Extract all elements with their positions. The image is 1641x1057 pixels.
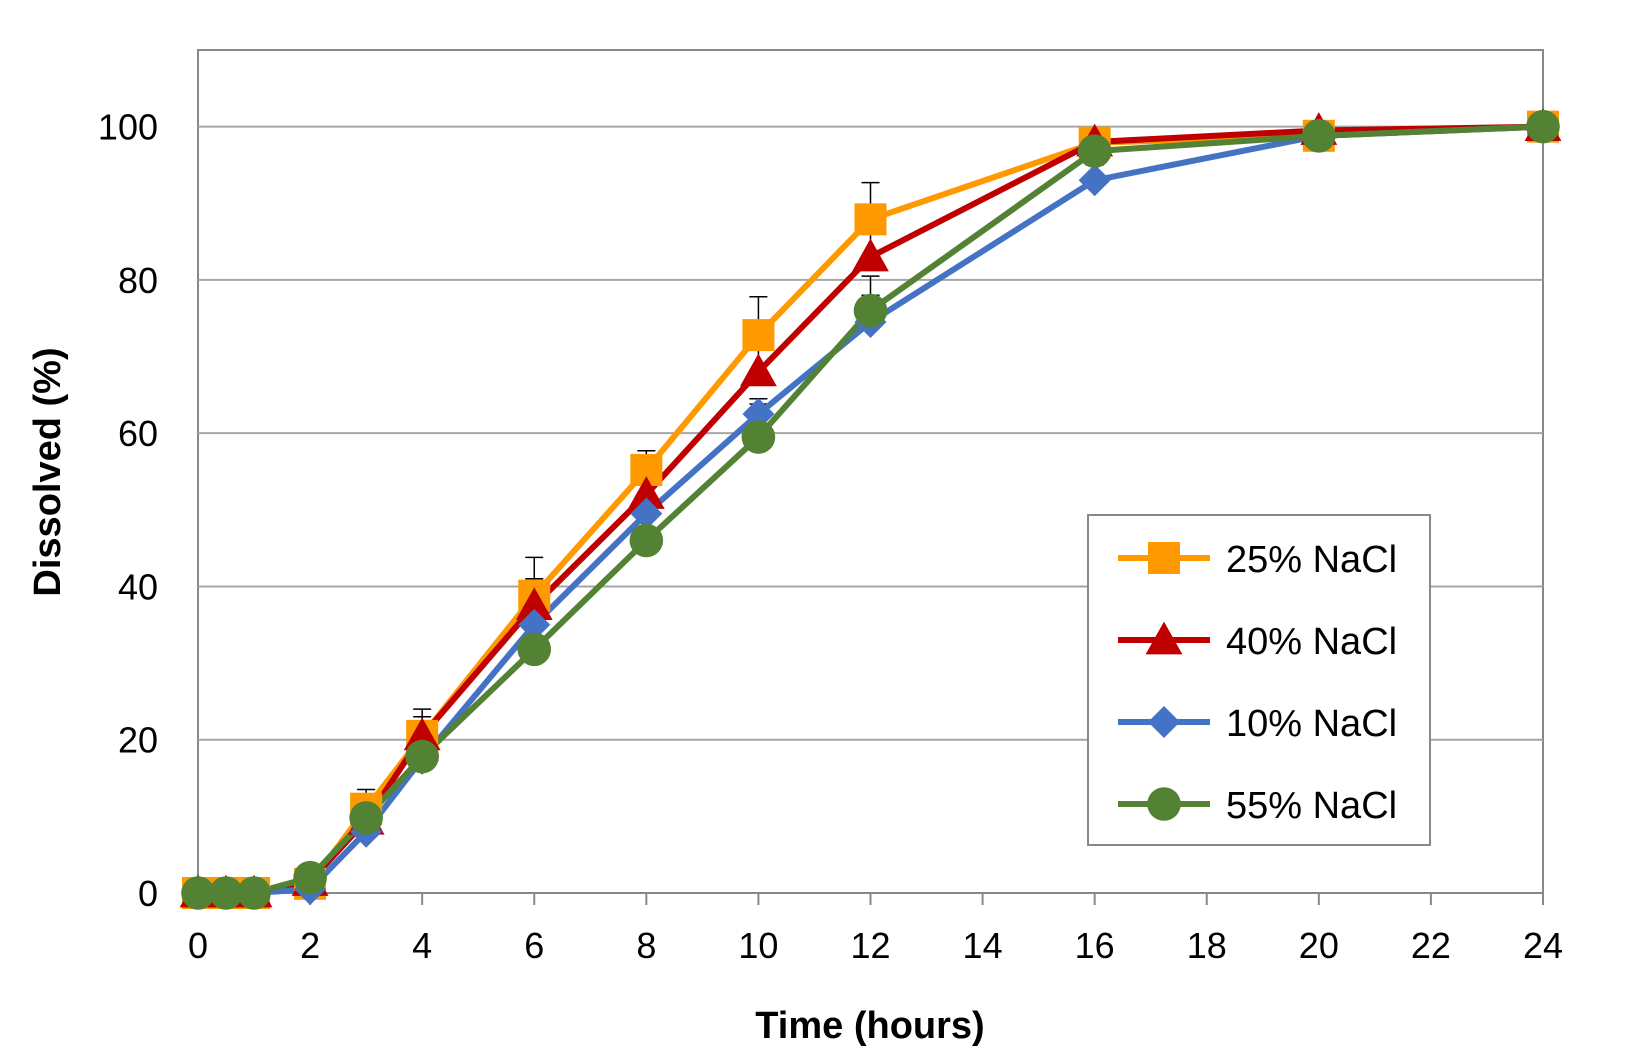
- x-tick-label: 4: [412, 925, 432, 966]
- x-tick-label: 0: [188, 925, 208, 966]
- data-point: [853, 293, 888, 328]
- data-point: [1077, 134, 1112, 168]
- x-tick-label: 14: [963, 925, 1003, 966]
- y-axis-title: Dissolved (%): [27, 347, 69, 596]
- data-point: [1078, 164, 1111, 197]
- x-axis-title: Time (hours): [755, 1005, 984, 1047]
- legend-label: 40% NaCl: [1226, 621, 1397, 663]
- data-point: [852, 238, 889, 272]
- legend-box: [1087, 514, 1431, 846]
- legend-label: 10% NaCl: [1226, 703, 1397, 745]
- x-tick-label: 18: [1187, 925, 1227, 966]
- data-point: [517, 632, 552, 667]
- data-point: [403, 717, 441, 751]
- x-tick-label: 20: [1299, 925, 1339, 966]
- data-point: [349, 801, 383, 835]
- x-tick-label: 16: [1075, 925, 1115, 966]
- data-point: [854, 203, 887, 236]
- data-point: [237, 876, 271, 910]
- data-point: [627, 476, 665, 509]
- data-point: [405, 739, 439, 774]
- x-tick-label: 24: [1523, 925, 1563, 966]
- legend-marker: [1147, 787, 1181, 821]
- data-point: [742, 319, 775, 352]
- y-tick-label: 20: [118, 720, 158, 761]
- x-tick-label: 10: [738, 925, 778, 966]
- y-tick-label: 80: [118, 260, 158, 301]
- x-tick-label: 2: [300, 925, 320, 966]
- legend-marker: [1145, 621, 1183, 655]
- data-point: [181, 876, 215, 910]
- data-point: [741, 420, 776, 454]
- legend-label: 55% NaCl: [1226, 785, 1397, 827]
- x-tick-label: 8: [636, 925, 656, 966]
- data-point: [740, 353, 777, 387]
- legend-marker: [1148, 542, 1180, 574]
- data-point: [518, 608, 551, 641]
- data-point: [1302, 119, 1336, 153]
- y-tick-label: 100: [98, 107, 158, 148]
- data-point: [1526, 109, 1560, 144]
- data-point: [515, 587, 553, 621]
- data-point: [293, 860, 327, 895]
- x-tick-label: 22: [1411, 925, 1451, 966]
- y-tick-label: 0: [138, 873, 158, 914]
- legend-marker: [1148, 706, 1180, 738]
- series-markers: [179, 108, 1562, 910]
- data-point: [630, 497, 663, 530]
- y-tick-label: 40: [118, 566, 158, 607]
- y-tick-label: 60: [118, 413, 158, 454]
- data-point: [629, 523, 664, 558]
- x-tick-label: 12: [850, 925, 890, 966]
- data-point: [742, 398, 775, 431]
- legend: 25% NaCl 40% NaCl 10% NaCl 55% NaCl: [1087, 514, 1431, 846]
- legend-label: 25% NaCl: [1226, 539, 1397, 581]
- x-tick-label: 6: [524, 925, 544, 966]
- data-point: [209, 876, 243, 910]
